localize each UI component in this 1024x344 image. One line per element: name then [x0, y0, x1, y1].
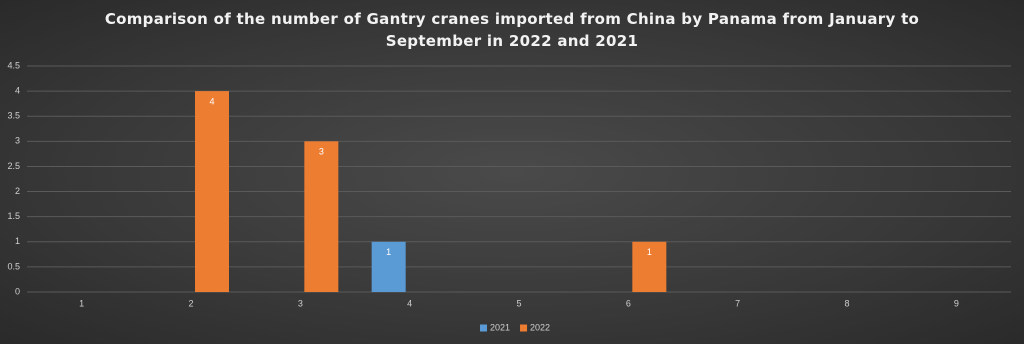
legend-label: 2021 [490, 322, 510, 332]
y-tick-label: 4 [15, 85, 20, 95]
x-tick-label: 4 [407, 298, 412, 308]
x-tick-label: 8 [844, 298, 849, 308]
data-label: 4 [209, 96, 214, 106]
x-tick-label: 7 [735, 298, 740, 308]
y-tick-label: 0 [15, 286, 20, 296]
legend-label: 2022 [530, 322, 550, 332]
x-tick-label: 1 [79, 298, 84, 308]
y-tick-label: 1 [15, 236, 20, 246]
chart-title: Comparison of the number of Gantry crane… [104, 10, 920, 50]
x-tick-label: 3 [298, 298, 303, 308]
bar [371, 241, 406, 292]
bar [304, 141, 339, 292]
x-tick-label: 6 [626, 298, 631, 308]
x-tick-label: 9 [954, 298, 959, 308]
data-label: 1 [386, 247, 391, 257]
x-tick-label: 2 [188, 298, 193, 308]
y-tick-label: 2.5 [7, 161, 20, 171]
y-tick-label: 1.5 [7, 211, 20, 221]
bar [632, 241, 667, 292]
y-tick-label: 2 [15, 186, 20, 196]
x-tick-label: 5 [516, 298, 521, 308]
legend-swatch [480, 324, 487, 332]
data-label: 3 [319, 147, 324, 157]
bar [195, 91, 229, 292]
y-tick-label: 0.5 [7, 261, 20, 271]
legend-swatch [520, 324, 528, 332]
y-tick-label: 4.5 [7, 60, 20, 70]
y-tick-label: 3.5 [7, 111, 20, 121]
data-label: 1 [647, 247, 652, 257]
y-tick-label: 3 [15, 136, 20, 146]
